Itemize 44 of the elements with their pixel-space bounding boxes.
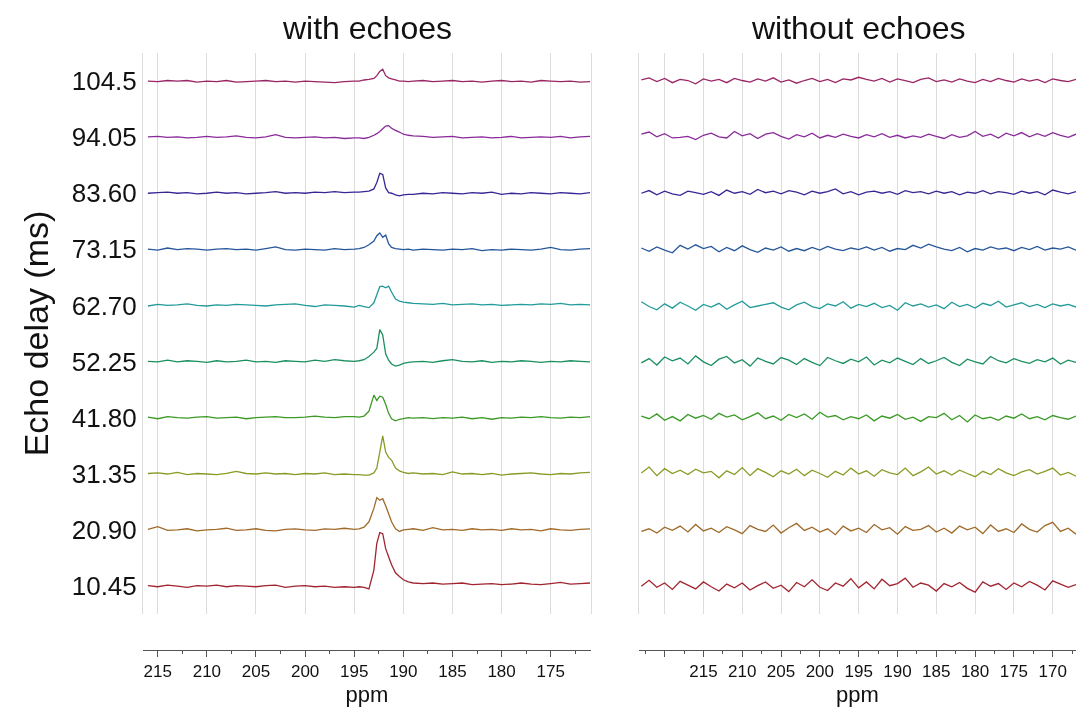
x-tick-label: 210 <box>728 662 757 682</box>
y-tick-label: 104.5 <box>71 66 137 97</box>
chart-title: with echoes <box>282 10 452 46</box>
y-tick-label: 94.05 <box>71 122 137 153</box>
x-tick-label: 185 <box>438 662 467 682</box>
x-tick-label: 195 <box>844 662 873 682</box>
line-series <box>147 531 591 590</box>
line-series <box>147 285 591 309</box>
y-axis-title: Echo delay (ms) <box>17 210 56 457</box>
y-tick-label: 41.80 <box>71 402 137 433</box>
line-series <box>147 394 591 422</box>
x-tick-label: 175 <box>536 662 565 682</box>
line-series <box>147 435 591 476</box>
line-series <box>147 124 591 140</box>
x-axis-title: ppm <box>836 682 879 708</box>
x-tick-label: 205 <box>766 662 796 682</box>
line-series <box>147 496 591 533</box>
x-tick-label: 215 <box>689 662 718 682</box>
x-tick-label: 200 <box>290 662 320 682</box>
x-tick-label: 215 <box>143 662 172 682</box>
x-tick-label: 180 <box>487 662 516 682</box>
x-tick-label: 200 <box>805 662 835 682</box>
line-series <box>147 328 591 367</box>
y-tick-label: 10.45 <box>71 571 137 602</box>
x-tick-label: 170 <box>1038 662 1067 682</box>
y-tick-label: 31.35 <box>71 458 137 489</box>
x-tick-label: 195 <box>340 662 369 682</box>
y-tick-label: 20.90 <box>71 514 137 545</box>
line-series <box>147 232 591 252</box>
chart-title: without echoes <box>751 10 966 46</box>
y-tick-label: 83.60 <box>71 178 137 209</box>
y-tick-label: 52.25 <box>71 346 137 377</box>
x-tick-label: 190 <box>883 662 912 682</box>
x-tick-label: 205 <box>241 662 271 682</box>
y-tick-label: 73.15 <box>71 234 137 265</box>
x-axis-title: ppm <box>345 682 389 708</box>
x-tick-label: 180 <box>960 662 990 682</box>
x-tick-label: 210 <box>192 662 222 682</box>
x-tick-label: 175 <box>999 662 1029 682</box>
line-series <box>147 68 591 84</box>
line-series <box>147 172 591 197</box>
y-tick-label: 62.70 <box>71 290 137 321</box>
x-tick-label: 190 <box>389 662 418 682</box>
x-tick-label: 185 <box>922 662 951 682</box>
